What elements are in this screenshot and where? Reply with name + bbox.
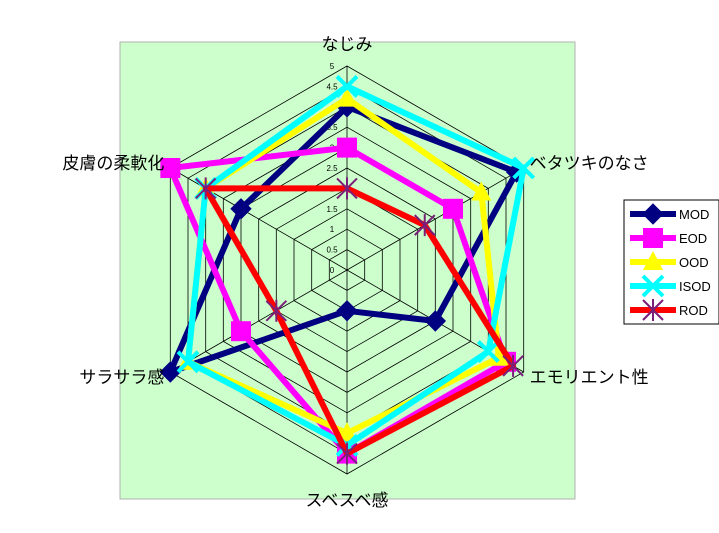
data-point bbox=[230, 321, 251, 342]
legend-item: OOD bbox=[630, 251, 709, 270]
tick-label: 3.5 bbox=[326, 123, 338, 132]
data-point bbox=[424, 310, 447, 332]
legend: MOD EOD OOD ISOD ROD bbox=[623, 199, 719, 325]
legend-label: EOD bbox=[679, 231, 707, 246]
tick-label: 2.5 bbox=[326, 164, 338, 173]
data-point bbox=[265, 299, 288, 322]
data-point bbox=[194, 177, 217, 200]
legend-item: ROD bbox=[630, 299, 708, 321]
data-point bbox=[502, 354, 524, 377]
legend-marker bbox=[641, 274, 665, 298]
data-point bbox=[337, 87, 357, 107]
data-point bbox=[336, 442, 358, 465]
data-point bbox=[160, 158, 181, 178]
data-point bbox=[336, 300, 358, 322]
legend-marker bbox=[642, 203, 664, 225]
category-label: ベタツキのなさ bbox=[530, 154, 649, 174]
data-point bbox=[471, 181, 492, 201]
tick-label: 4.5 bbox=[326, 82, 338, 91]
legend-marker bbox=[642, 299, 664, 321]
series-mod bbox=[159, 96, 528, 383]
legend-label: ROD bbox=[679, 303, 708, 318]
tick-label: 5 bbox=[330, 62, 335, 71]
data-point bbox=[337, 137, 357, 158]
tick-label: 0 bbox=[330, 266, 335, 275]
category-label: エモリエント性 bbox=[530, 368, 649, 388]
data-point bbox=[337, 422, 357, 442]
category-label: スベスベ感 bbox=[306, 491, 389, 511]
series-layer bbox=[159, 74, 536, 465]
legend-label: MOD bbox=[679, 207, 709, 222]
data-point bbox=[488, 346, 509, 366]
data-point bbox=[176, 350, 200, 374]
data-point bbox=[336, 177, 358, 200]
tick-label: 0.5 bbox=[326, 246, 338, 255]
tick-label: 1 bbox=[330, 225, 335, 234]
data-point bbox=[335, 74, 359, 98]
category-label: 皮膚の柔軟化 bbox=[62, 154, 164, 174]
data-point bbox=[414, 214, 436, 237]
legend-marker bbox=[643, 228, 663, 248]
category-label: サラサラ感 bbox=[79, 368, 164, 388]
legend-item: ISOD bbox=[630, 274, 711, 298]
category-label: なじみ bbox=[322, 35, 373, 55]
data-point bbox=[512, 156, 536, 180]
data-point bbox=[230, 198, 252, 220]
legend-item: EOD bbox=[630, 228, 707, 248]
legend-marker bbox=[643, 251, 663, 270]
data-point bbox=[443, 198, 464, 219]
legend-label: OOD bbox=[679, 255, 709, 270]
legend-label: ISOD bbox=[679, 279, 711, 294]
grid-spoke bbox=[346, 167, 524, 271]
legend-item: MOD bbox=[630, 203, 709, 225]
series-rod bbox=[194, 177, 524, 465]
data-point bbox=[159, 361, 182, 383]
tick-label: 1.5 bbox=[326, 205, 338, 214]
grid-spoke bbox=[170, 269, 348, 373]
data-point bbox=[476, 340, 500, 364]
